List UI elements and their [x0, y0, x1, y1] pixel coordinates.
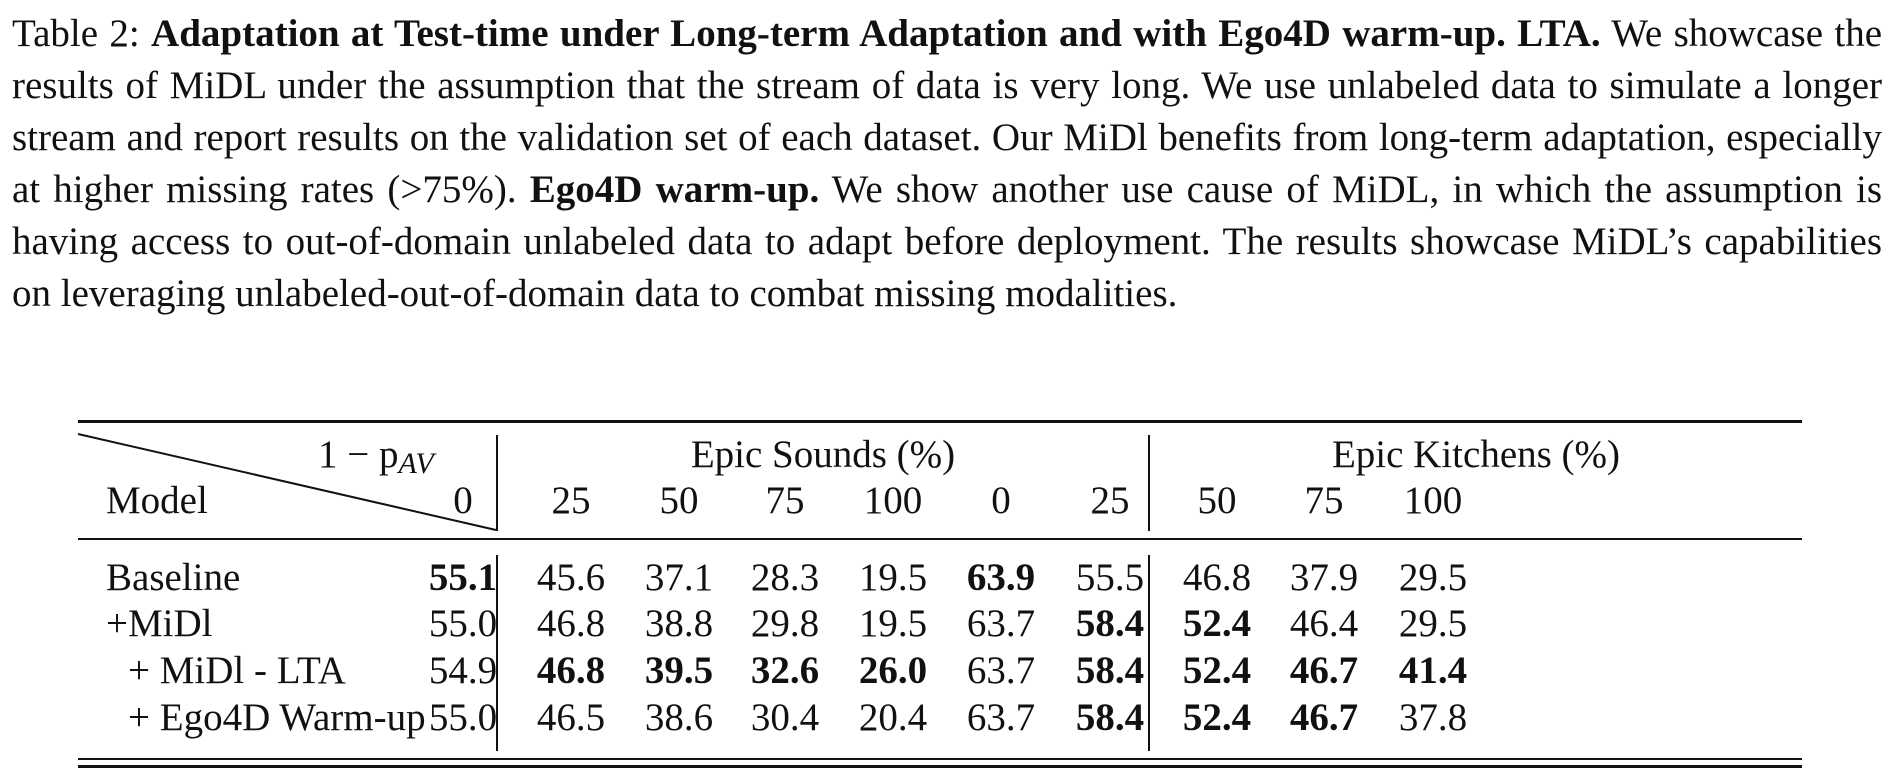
header-rule — [78, 538, 1802, 540]
table-cell: 46.8 — [1182, 556, 1252, 599]
corner-header-model: Model — [106, 479, 208, 522]
table-cell: 55.0 — [428, 696, 498, 739]
table-cell: 19.5 — [858, 556, 928, 599]
group-header-epic-sounds: Epic Sounds (%) — [690, 433, 956, 476]
table-cell: 29.5 — [1398, 602, 1468, 645]
ego-text-3: on leveraging unlabeled-out-of-domain da… — [12, 272, 1178, 315]
column-header: 75 — [765, 479, 805, 522]
table-cell: 63.7 — [966, 649, 1036, 692]
table-cell: 55.0 — [428, 602, 498, 645]
bottom-rule-1 — [78, 758, 1802, 760]
table-cell: 52.4 — [1182, 649, 1252, 692]
table-cell: 63.7 — [966, 696, 1036, 739]
group-header-epic-kitchens: Epic Kitchens (%) — [1331, 433, 1621, 476]
table-cell: 37.1 — [644, 556, 714, 599]
caption-title: Adaptation at Test-time under Long-term … — [151, 12, 1506, 55]
column-header: 25 — [551, 479, 591, 522]
lta-text-2: We use unlabeled data to simulate a long… — [12, 64, 1883, 159]
ego-text-2: out-of-domain unlabeled data to adapt be… — [285, 220, 1883, 263]
table-cell: 52.4 — [1182, 602, 1252, 645]
table-cell: 54.9 — [428, 649, 498, 692]
table-cell: 63.9 — [966, 556, 1036, 599]
column-header: 50 — [659, 479, 699, 522]
column-header: 75 — [1304, 479, 1344, 522]
column-header: 25 — [1090, 479, 1130, 522]
table-cell: 55.1 — [428, 556, 498, 599]
bottom-rule-2 — [78, 765, 1802, 768]
table-cell: 46.7 — [1289, 696, 1359, 739]
ego-heading: Ego4D warm-up. — [529, 168, 820, 211]
table-cell: 29.5 — [1398, 556, 1468, 599]
body-divider-right — [1148, 555, 1150, 751]
lta-text-1: We showcase the results of MiDL under th… — [12, 12, 1882, 107]
corner-top-text: 1 − p — [318, 433, 399, 476]
table-caption: Table 2: Adaptation at Test-time under L… — [12, 8, 1882, 320]
header-divider-right — [1148, 435, 1150, 531]
table-cell: 55.5 — [1075, 556, 1145, 599]
table-cell: 37.8 — [1398, 696, 1468, 739]
table-cell: 58.4 — [1075, 696, 1145, 739]
table-cell: 45.6 — [536, 556, 606, 599]
table-cell: 20.4 — [858, 696, 928, 739]
table-cell: 37.9 — [1289, 556, 1359, 599]
table-cell: 38.8 — [644, 602, 714, 645]
table-cell: 28.3 — [750, 556, 820, 599]
table-cell: 58.4 — [1075, 602, 1145, 645]
corner-diagonal — [77, 433, 497, 531]
caption-label: Table 2: — [12, 12, 140, 55]
column-header: 100 — [863, 479, 923, 522]
column-header: 50 — [1197, 479, 1237, 522]
table-cell: 46.8 — [536, 602, 606, 645]
corner-header-missing-rate: 1 − pAV — [318, 432, 434, 487]
row-model-name: Baseline — [106, 556, 241, 599]
results-table: 1 − pAV Model Epic Sounds (%) Epic Kitch… — [77, 420, 1802, 770]
table-cell: 26.0 — [858, 649, 928, 692]
row-model-name: + Ego4D Warm-up — [128, 696, 426, 739]
row-model-name: +MiDl — [106, 602, 213, 645]
table-cell: 46.8 — [536, 649, 606, 692]
column-header: 0 — [991, 479, 1011, 522]
column-header: 100 — [1403, 479, 1463, 522]
table-cell: 19.5 — [858, 602, 928, 645]
table-cell: 30.4 — [750, 696, 820, 739]
table-cell: 58.4 — [1075, 649, 1145, 692]
table-cell: 32.6 — [750, 649, 820, 692]
table-cell: 63.7 — [966, 602, 1036, 645]
lta-heading: LTA. — [1517, 12, 1601, 55]
table-cell: 46.7 — [1289, 649, 1359, 692]
table-cell: 46.4 — [1289, 602, 1359, 645]
row-model-name: + MiDl - LTA — [128, 649, 346, 692]
table-cell: 46.5 — [536, 696, 606, 739]
table-cell: 29.8 — [750, 602, 820, 645]
body-divider-left — [496, 555, 498, 751]
table-cell: 52.4 — [1182, 696, 1252, 739]
lta-text-3: dataset. Our MiDl benefits from long-ter… — [12, 116, 1882, 211]
table-cell: 38.6 — [644, 696, 714, 739]
top-rule — [78, 420, 1802, 423]
ego-text-1: We show another use cause of MiDL, in wh… — [12, 168, 1883, 263]
header-divider-left — [496, 435, 498, 531]
table-cell: 41.4 — [1398, 649, 1468, 692]
corner-subscript: AV — [398, 447, 434, 480]
column-header: 0 — [453, 479, 473, 522]
table-cell: 39.5 — [644, 649, 714, 692]
